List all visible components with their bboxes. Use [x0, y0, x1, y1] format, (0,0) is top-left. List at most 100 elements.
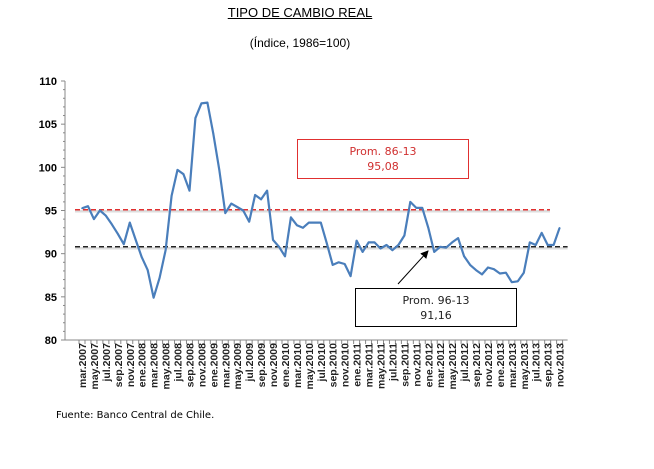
data-point	[391, 249, 394, 252]
data-point	[361, 251, 364, 253]
data-point	[105, 214, 107, 217]
data-point	[558, 226, 561, 229]
data-point	[87, 205, 89, 207]
annotation-value: 91,16	[420, 309, 452, 322]
data-point	[481, 273, 483, 276]
data-point	[331, 264, 334, 266]
annotation-label: Prom. 86-13	[349, 145, 417, 158]
data-point	[487, 266, 489, 269]
data-point	[81, 207, 83, 210]
data-point	[349, 275, 352, 277]
data-point	[522, 271, 525, 274]
data-point	[421, 207, 424, 209]
data-point	[433, 251, 436, 253]
x-tick-label: may.2007	[89, 343, 101, 390]
x-tick-label: jul.2007	[101, 343, 113, 383]
annotation-prom-86-13: Prom. 86-13 95,08	[297, 139, 469, 179]
x-tick-label: ene.2013	[495, 343, 507, 388]
x-tick-label: ene.2009	[208, 343, 220, 388]
data-point	[427, 226, 430, 229]
annotation-label: Prom. 96-13	[402, 294, 470, 307]
x-tick-label: sep.2011	[399, 343, 411, 387]
data-point	[439, 245, 442, 248]
data-point	[355, 239, 358, 242]
data-point	[403, 234, 406, 237]
x-tick-label: mar.2008	[149, 343, 161, 388]
x-tick-label: jul.2008	[173, 343, 185, 383]
data-point	[552, 244, 555, 246]
data-point	[122, 243, 125, 245]
data-point	[343, 263, 346, 265]
data-point	[511, 281, 513, 283]
data-point	[475, 269, 477, 271]
data-point	[146, 269, 149, 271]
data-point	[379, 247, 382, 250]
x-tick-label: jul.2013	[531, 343, 543, 383]
data-point	[415, 207, 418, 209]
data-point	[517, 280, 519, 283]
data-point	[505, 271, 507, 274]
data-point	[206, 101, 209, 104]
data-point	[260, 198, 262, 201]
data-point	[182, 173, 185, 176]
x-tick-label: nov.2010	[340, 343, 352, 387]
x-tick-label: mar.2013	[507, 343, 519, 388]
x-tick-label: sep.2007	[113, 343, 125, 388]
data-point	[493, 268, 495, 271]
data-point	[540, 232, 543, 234]
data-point	[152, 296, 155, 299]
x-tick-label: sep.2008	[184, 343, 196, 388]
data-point	[463, 255, 465, 258]
x-tick-label: nov.2007	[125, 343, 137, 387]
data-point	[176, 169, 179, 171]
data-point	[224, 212, 227, 214]
data-point	[409, 201, 412, 203]
x-tick-label: mar.2007	[77, 343, 89, 388]
data-point	[200, 102, 203, 105]
data-point	[314, 221, 316, 224]
data-point	[194, 117, 197, 119]
data-point	[236, 206, 239, 208]
data-point	[111, 223, 113, 226]
x-tick-label: mar.2010	[292, 343, 304, 388]
y-tick-label: 100	[39, 162, 57, 174]
data-point	[248, 220, 250, 223]
y-tick-label: 110	[39, 76, 57, 88]
data-point	[93, 218, 95, 220]
data-point	[325, 242, 328, 245]
y-tick-label: 80	[45, 335, 57, 347]
data-point	[499, 272, 501, 275]
x-tick-label: ene.2012	[423, 343, 435, 388]
data-point	[451, 241, 453, 244]
x-tick-label: may.2008	[161, 343, 173, 390]
data-point	[290, 216, 292, 219]
data-point	[367, 241, 370, 244]
y-tick-label: 105	[39, 119, 57, 131]
data-point	[99, 209, 101, 212]
chart-subtitle: (Índice, 1986=100)	[249, 36, 351, 50]
x-tick-label: may.2012	[447, 343, 459, 390]
x-tick-label: nov.2008	[196, 343, 208, 387]
y-tick-label: 95	[45, 206, 57, 218]
data-point	[397, 244, 400, 246]
chart-title: TIPO DE CAMBIO REAL	[227, 5, 373, 20]
data-point	[134, 239, 137, 241]
y-tick-label: 85	[45, 292, 57, 304]
data-point	[308, 221, 310, 224]
data-point	[320, 221, 322, 224]
x-tick-label: ene.2010	[280, 343, 292, 388]
data-point	[164, 249, 167, 252]
data-point	[302, 226, 304, 229]
data-point	[117, 233, 119, 235]
data-point	[546, 244, 549, 246]
data-point	[230, 202, 233, 205]
x-tick-label: nov.2009	[268, 343, 280, 387]
data-point	[385, 244, 388, 246]
y-tick-label: 90	[45, 249, 57, 261]
data-point	[296, 224, 298, 226]
x-tick-label: jul.2011	[387, 343, 399, 382]
data-point	[218, 169, 221, 171]
data-point	[128, 221, 131, 224]
annotation-arrow	[397, 250, 429, 285]
data-point	[140, 256, 143, 258]
